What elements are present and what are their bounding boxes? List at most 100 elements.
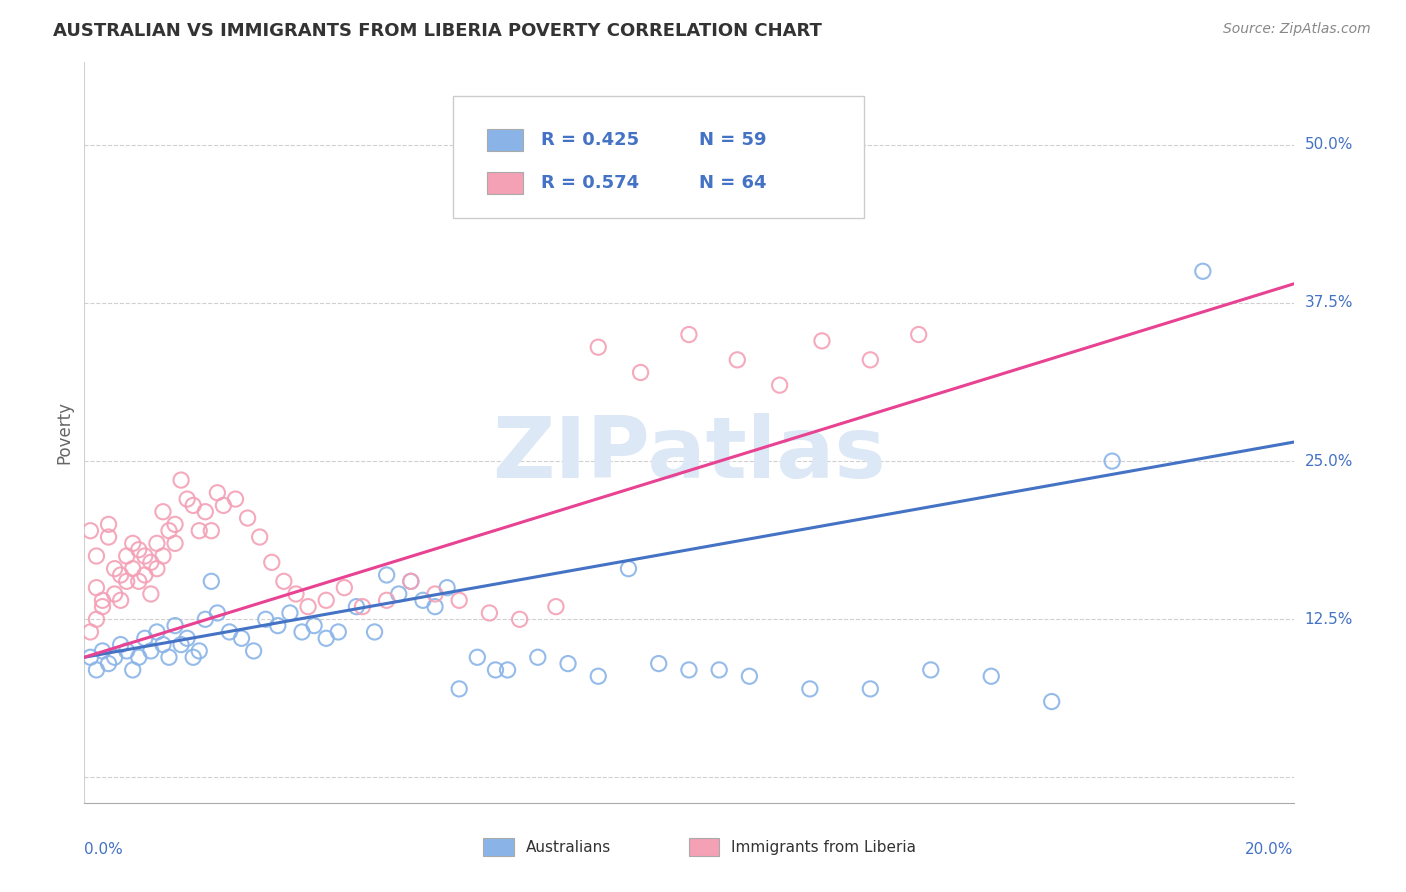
Point [557,657,579,671]
Text: Immigrants from Liberia: Immigrants from Liberia [731,839,917,855]
Point [375,568,398,582]
Text: Australians: Australians [526,839,612,855]
Point [363,624,385,639]
Point [436,581,458,595]
Point [423,587,446,601]
Point [678,663,700,677]
Point [423,599,446,614]
FancyBboxPatch shape [484,838,513,856]
Point [121,536,143,550]
Point [139,555,162,569]
Point [139,644,162,658]
Text: N = 59: N = 59 [699,131,766,149]
Point [91,644,114,658]
Point [811,334,834,348]
Text: 20.0%: 20.0% [1246,842,1294,856]
Point [315,593,337,607]
Point [291,624,314,639]
Point [121,562,143,576]
Y-axis label: Poverty: Poverty [55,401,73,464]
Point [200,574,222,589]
Point [388,587,411,601]
Point [920,663,942,677]
Point [165,536,187,550]
Text: N = 64: N = 64 [699,174,766,192]
Point [907,327,929,342]
Point [146,562,169,576]
Point [738,669,761,683]
Point [709,663,731,677]
Text: Source: ZipAtlas.com: Source: ZipAtlas.com [1223,22,1371,37]
Text: 37.5%: 37.5% [1305,295,1353,310]
Point [467,650,489,665]
Point [249,530,271,544]
Point [157,524,180,538]
Text: ZIPatlas: ZIPatlas [492,413,886,496]
Point [115,549,138,563]
Point [231,632,253,646]
Point [1192,264,1215,278]
Text: 12.5%: 12.5% [1305,612,1353,627]
Point [769,378,792,392]
Point [1040,694,1063,708]
Point [157,650,180,665]
Point [146,536,169,550]
Point [267,618,290,632]
Point [1101,454,1123,468]
Point [617,562,640,576]
Point [302,618,325,632]
Point [278,606,301,620]
Point [207,606,229,620]
Point [91,599,114,614]
Point [139,587,162,601]
Text: AUSTRALIAN VS IMMIGRANTS FROM LIBERIA POVERTY CORRELATION CHART: AUSTRALIAN VS IMMIGRANTS FROM LIBERIA PO… [53,22,823,40]
Point [218,624,240,639]
Point [496,663,519,677]
Point [315,632,337,646]
Point [207,485,229,500]
FancyBboxPatch shape [453,95,865,218]
Point [830,169,852,184]
Point [86,663,108,677]
Point [725,352,748,367]
Point [134,549,156,563]
Point [588,669,610,683]
Point [333,581,356,595]
Text: 25.0%: 25.0% [1305,454,1353,468]
Text: 0.0%: 0.0% [84,842,124,856]
Point [110,568,132,582]
Point [79,524,101,538]
Point [254,612,277,626]
Point [200,524,222,538]
Point [188,644,211,658]
Point [412,593,434,607]
Point [170,473,193,487]
Point [165,517,187,532]
Point [79,624,101,639]
Point [297,599,319,614]
Point [104,562,127,576]
Point [980,669,1002,683]
Point [478,606,501,620]
Point [352,599,374,614]
Point [110,638,132,652]
Point [97,530,120,544]
Point [86,581,108,595]
FancyBboxPatch shape [486,172,523,194]
Text: R = 0.425: R = 0.425 [541,131,640,149]
Point [152,505,174,519]
Point [449,593,471,607]
Point [79,650,101,665]
Point [527,650,550,665]
Point [399,574,422,589]
Point [648,657,671,671]
Point [121,663,143,677]
Point [399,574,422,589]
Point [181,499,204,513]
Point [799,681,821,696]
Point [285,587,308,601]
Point [134,632,156,646]
Point [91,593,114,607]
Point [128,574,150,589]
Point [260,555,283,569]
